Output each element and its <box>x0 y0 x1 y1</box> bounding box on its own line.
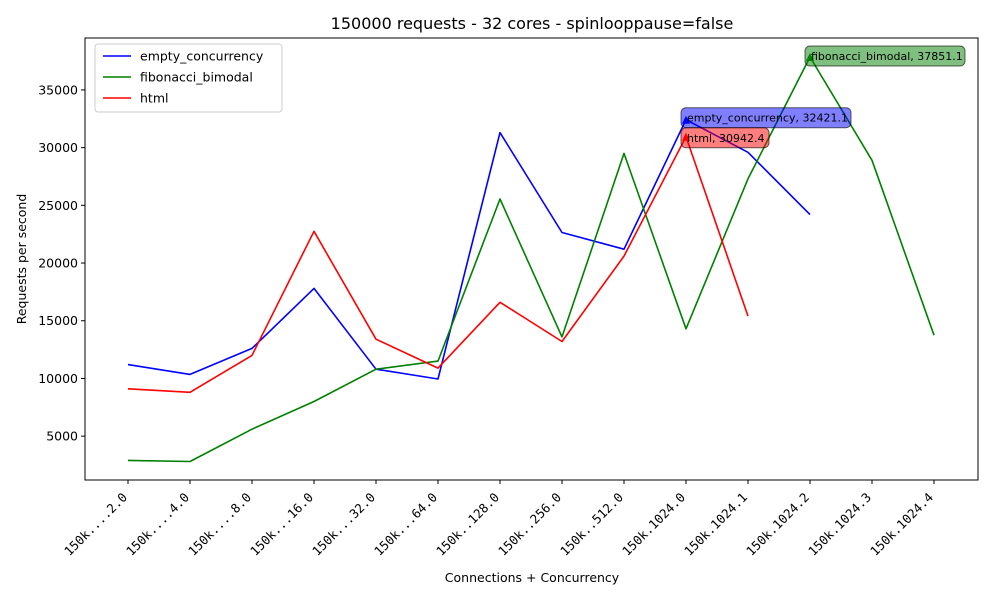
y-tick-label: 25000 <box>38 198 78 213</box>
annotations: empty_concurrency, 32421.1 html, 30942.4 f… <box>680 45 966 149</box>
y-tick-label: 10000 <box>38 371 78 386</box>
y-axis-label: Requests per second <box>14 194 29 325</box>
y-tick-label: 5000 <box>46 429 78 444</box>
x-tick-label: 150k.1024.4 <box>867 490 936 559</box>
legend-label-html: html <box>140 91 168 106</box>
x-tick-label: 150k...64.0 <box>371 490 440 559</box>
annotation-fibonacci-bimodal: fibonacci_bimodal, 37851.1 <box>804 45 966 67</box>
y-tick-label: 35000 <box>38 82 78 97</box>
x-tick-label: 150k....8.0 <box>185 490 254 559</box>
annotation-empty-concurrency: empty_concurrency, 32421.1 <box>680 107 852 129</box>
x-tick-label: 150k.1024.0 <box>619 490 688 559</box>
plot-frame <box>84 37 979 481</box>
x-tick-label: 150k..128.0 <box>433 490 502 559</box>
y-tick-label: 15000 <box>38 313 78 328</box>
annotation-text: fibonacci_bimodal, 37851.1 <box>811 50 963 63</box>
x-tick-label: 150k...16.0 <box>247 490 316 559</box>
annotation-box <box>804 45 966 67</box>
x-tick-label: 150k..512.0 <box>557 490 626 559</box>
x-axis-label: Connections + Concurrency <box>445 570 620 585</box>
chart-title: 150000 requests - 32 cores - spinlooppau… <box>331 14 734 33</box>
y-tick-label: 20000 <box>38 256 78 271</box>
series-line-fibonacci-bimodal <box>127 56 935 463</box>
x-tick-label: 150k...32.0 <box>309 490 378 559</box>
x-tick-label: 150k....2.0 <box>61 490 130 559</box>
annotation-box <box>680 127 770 149</box>
x-tick-label: 150k..256.0 <box>495 490 564 559</box>
x-tick-label: 150k.1024.2 <box>743 490 812 559</box>
annotation-text: empty_concurrency, 32421.1 <box>687 112 848 125</box>
legend-box <box>94 43 283 113</box>
x-tick-label: 150k.1024.3 <box>805 490 874 559</box>
y-tick-label: 30000 <box>38 140 78 155</box>
x-tick-label: 150k.1024.1 <box>681 490 750 559</box>
annotation-html: html, 30942.4 <box>680 127 770 149</box>
legend-label-fibonacci-bimodal: fibonacci_bimodal <box>140 70 253 85</box>
annotation-text: html, 30942.4 <box>687 132 765 145</box>
x-tick-label: 150k....4.0 <box>123 490 192 559</box>
legend-label-empty-concurrency: empty_concurrency <box>140 49 264 64</box>
series-line-empty-concurrency <box>127 118 811 380</box>
series-line-html <box>127 136 749 394</box>
